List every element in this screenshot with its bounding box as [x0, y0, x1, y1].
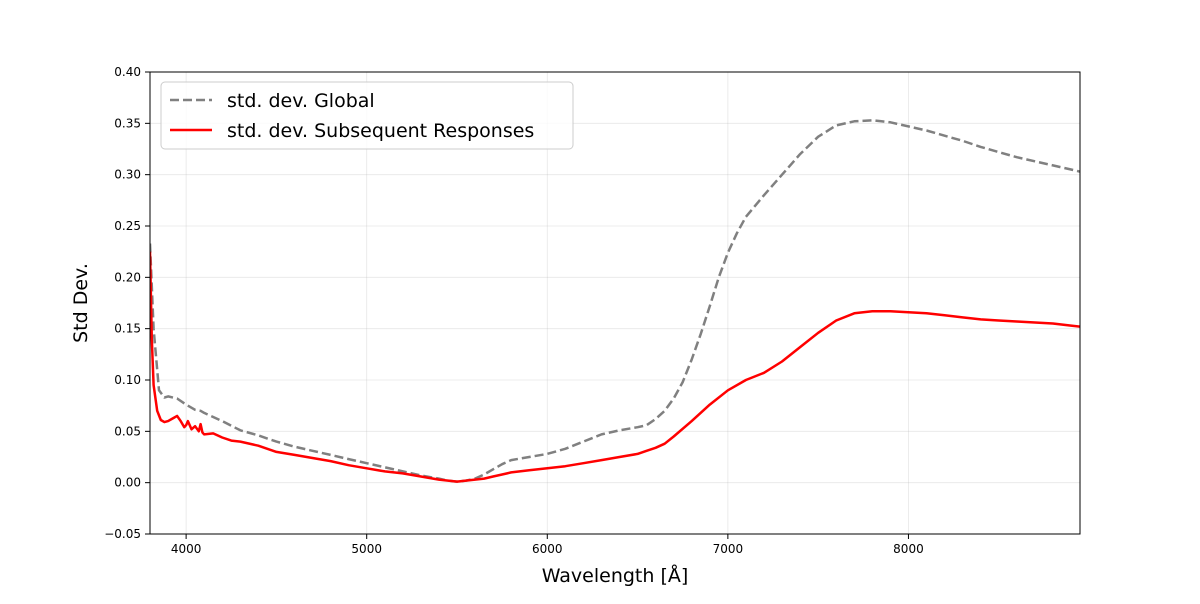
- y-tick-label: −0.05: [104, 527, 141, 541]
- legend-box: [160, 81, 574, 150]
- x-tick-label: 7000: [713, 542, 744, 556]
- y-tick-label: 0.20: [114, 270, 141, 284]
- y-axis-label: Std Dev.: [70, 263, 92, 343]
- x-tick-label: 5000: [351, 542, 382, 556]
- y-tick-label: 0.15: [114, 322, 141, 336]
- plot-frame: [149, 71, 1081, 535]
- x-axis-label: Wavelength [Å]: [542, 564, 689, 587]
- y-tick-label: 0.35: [114, 116, 141, 130]
- x-tick-label: 4000: [171, 542, 202, 556]
- legend: std. dev. Global std. dev. Subsequent Re…: [160, 81, 574, 150]
- y-tick-label: 0.10: [114, 373, 141, 387]
- x-tick-label: 8000: [893, 542, 924, 556]
- y-tick-label: 0.25: [114, 219, 141, 233]
- y-tick-label: 0.40: [114, 65, 141, 79]
- series-line-global: [150, 119, 1080, 483]
- y-tick-label: 0.05: [114, 424, 141, 438]
- axis-ticks: 4000 5000 6000 7000 8000 −0.05 0.00 0.05 0.10 0.1…: [104, 65, 924, 556]
- legend-label-subsequent: std. dev. Subsequent Responses: [227, 120, 534, 142]
- x-tick-label: 6000: [532, 542, 563, 556]
- y-tick-label: 0.00: [114, 476, 141, 490]
- legend-label-global: std. dev. Global: [227, 90, 375, 112]
- series-line-subsequent: [150, 251, 1080, 483]
- series-lines: [150, 119, 1080, 483]
- y-tick-label: 0.30: [114, 168, 141, 182]
